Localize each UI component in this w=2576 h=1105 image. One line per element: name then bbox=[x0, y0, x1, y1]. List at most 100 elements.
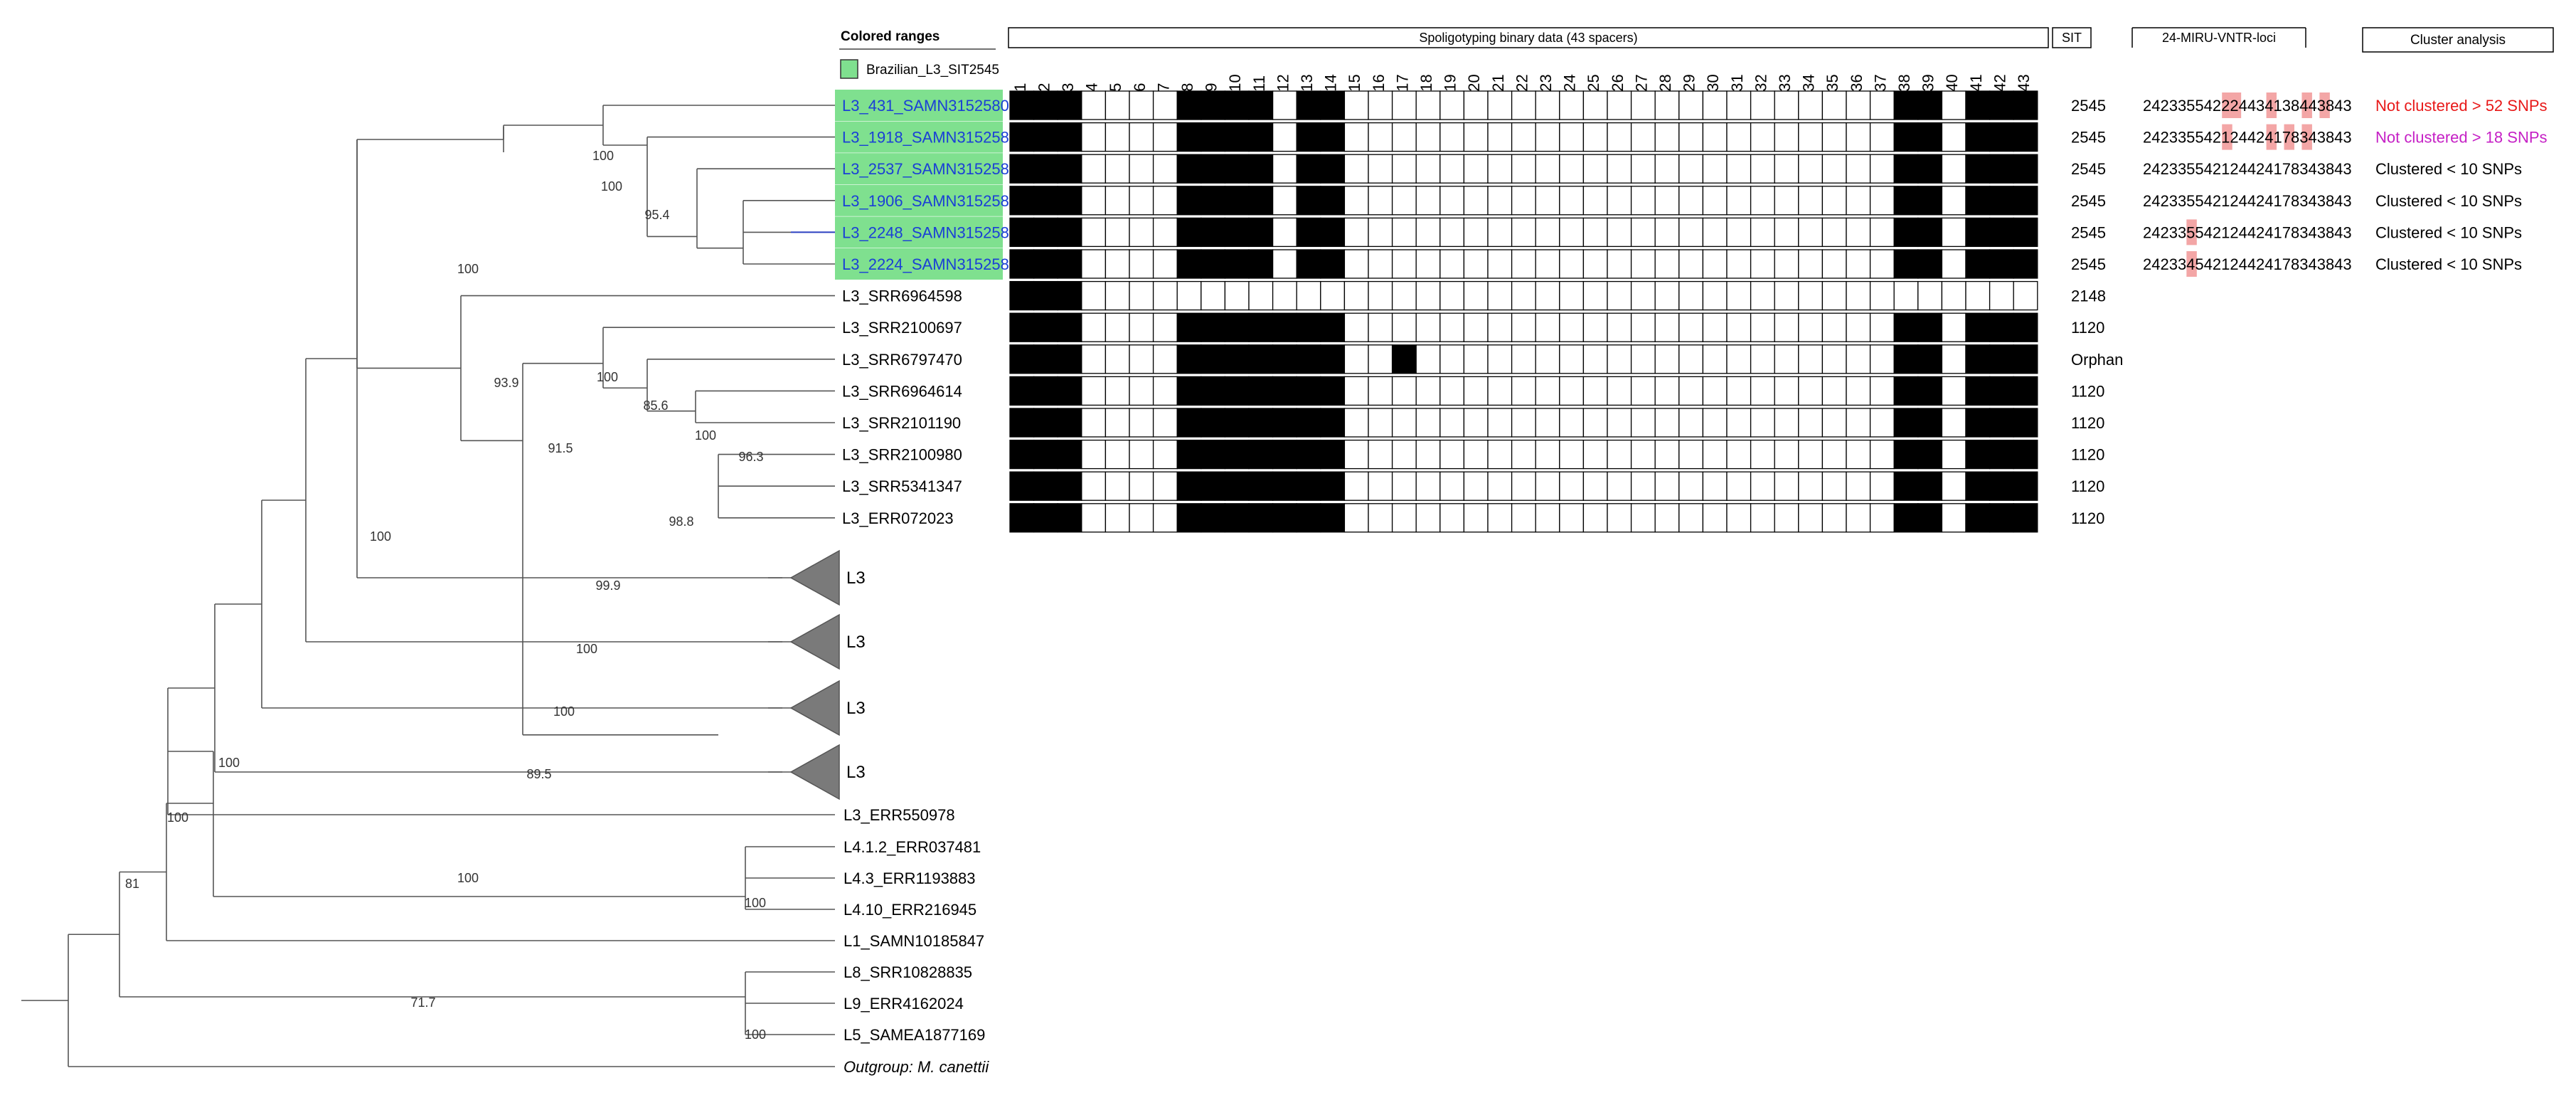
spacer-absent-cell bbox=[1105, 471, 1130, 501]
spacer-absent-cell bbox=[1559, 312, 1585, 342]
spacer-absent-cell bbox=[1535, 90, 1560, 120]
leaf-label: L3_431_SAMN31525809 bbox=[842, 97, 1018, 115]
leaf-label: L3_ERR550978 bbox=[843, 806, 955, 824]
spacer-present-cell bbox=[1057, 408, 1082, 438]
spacer-present-cell bbox=[2013, 344, 2038, 374]
spacer-present-cell bbox=[1917, 376, 1943, 406]
spacer-present-cell bbox=[1320, 408, 1346, 438]
spacer-present-cell bbox=[1201, 471, 1226, 501]
spacer-absent-cell bbox=[1343, 90, 1369, 120]
spacer-absent-cell bbox=[1774, 344, 1799, 374]
spacer-absent-cell bbox=[1368, 408, 1393, 438]
spacer-absent-cell bbox=[1559, 376, 1585, 406]
spacer-present-cell bbox=[1272, 312, 1297, 342]
spacer-present-cell bbox=[1989, 471, 2014, 501]
spacer-present-cell bbox=[1296, 439, 1321, 470]
spacer-absent-cell bbox=[1463, 154, 1489, 184]
spacer-absent-cell bbox=[1487, 280, 1513, 311]
spacer-absent-cell bbox=[1607, 186, 1632, 216]
sit-value: 2545 bbox=[2071, 160, 2106, 178]
spacer-absent-cell bbox=[1774, 312, 1799, 342]
spacer-absent-cell bbox=[1272, 280, 1297, 311]
spacer-absent-cell bbox=[1821, 186, 1847, 216]
spacer-present-cell bbox=[1296, 344, 1321, 374]
miru-variant-highlight bbox=[2301, 92, 2312, 118]
spacer-present-cell bbox=[1033, 186, 1058, 216]
spacer-absent-cell bbox=[1846, 376, 1871, 406]
spacer-absent-cell bbox=[1511, 408, 1536, 438]
cluster-result: Clustered < 10 SNPs bbox=[2375, 223, 2522, 241]
spacer-absent-cell bbox=[1726, 439, 1752, 470]
spacer-present-cell bbox=[1009, 249, 1035, 279]
bootstrap-value: 100 bbox=[597, 370, 618, 384]
spacer-absent-cell bbox=[1846, 186, 1871, 216]
spacer-absent-cell bbox=[1152, 471, 1178, 501]
sit-value: 1120 bbox=[2071, 509, 2104, 527]
spacer-absent-cell bbox=[1487, 122, 1513, 152]
spacer-absent-cell bbox=[1343, 280, 1369, 311]
spacer-present-cell bbox=[1033, 344, 1058, 374]
spacer-absent-cell bbox=[1487, 154, 1513, 184]
spacer-present-cell bbox=[1989, 249, 2014, 279]
spacer-absent-cell bbox=[1559, 408, 1585, 438]
spacer-absent-cell bbox=[1415, 439, 1441, 470]
spacer-absent-cell bbox=[1391, 408, 1417, 438]
spacer-present-cell bbox=[1009, 503, 1035, 533]
spacer-absent-cell bbox=[1798, 439, 1824, 470]
spacer-absent-cell bbox=[1343, 249, 1369, 279]
spacer-present-cell bbox=[1296, 90, 1321, 120]
sit-value: 2545 bbox=[2071, 192, 2106, 210]
spoligotype-header-box bbox=[1008, 27, 2049, 48]
spacer-present-cell bbox=[1296, 186, 1321, 216]
spacer-absent-cell bbox=[1463, 471, 1489, 501]
spacer-absent-cell bbox=[1654, 154, 1680, 184]
spacer-absent-cell bbox=[1105, 249, 1130, 279]
spacer-absent-cell bbox=[1941, 439, 1966, 470]
spacer-absent-cell bbox=[1678, 408, 1704, 438]
spacer-absent-cell bbox=[1630, 376, 1656, 406]
spacer-absent-cell bbox=[1511, 312, 1536, 342]
spacer-absent-cell bbox=[1272, 186, 1297, 216]
spacer-absent-cell bbox=[1248, 280, 1274, 311]
spacer-absent-cell bbox=[1607, 344, 1632, 374]
spacer-present-cell bbox=[1033, 376, 1058, 406]
spacer-absent-cell bbox=[1630, 471, 1656, 501]
spacer-present-cell bbox=[1320, 122, 1346, 152]
spacer-absent-cell bbox=[1846, 408, 1871, 438]
spacer-present-cell bbox=[1965, 217, 1991, 248]
spacer-absent-cell bbox=[1654, 217, 1680, 248]
spacer-present-cell bbox=[1009, 154, 1035, 184]
miru-variant-highlight bbox=[2186, 251, 2197, 277]
spacer-absent-cell bbox=[1702, 280, 1728, 311]
spacer-absent-cell bbox=[1152, 217, 1178, 248]
spacer-absent-cell bbox=[1798, 408, 1824, 438]
spacer-absent-cell bbox=[1201, 280, 1226, 311]
collapsed-clade-label: L3 bbox=[846, 699, 866, 718]
spacer-present-cell bbox=[1057, 249, 1082, 279]
spacer-present-cell bbox=[1893, 122, 1919, 152]
spacer-absent-cell bbox=[1511, 376, 1536, 406]
spacer-present-cell bbox=[1917, 154, 1943, 184]
spacer-absent-cell bbox=[1343, 471, 1369, 501]
spacer-absent-cell bbox=[1081, 280, 1107, 311]
spacer-absent-cell bbox=[1463, 249, 1489, 279]
spacer-absent-cell bbox=[1559, 90, 1585, 120]
spacer-present-cell bbox=[1296, 408, 1321, 438]
spacer-absent-cell bbox=[1463, 280, 1489, 311]
collapsed-clade-label: L3 bbox=[846, 633, 866, 652]
spacer-absent-cell bbox=[1654, 408, 1680, 438]
spacer-present-cell bbox=[1296, 217, 1321, 248]
collapsed-clade-triangle bbox=[789, 613, 840, 670]
spacer-absent-cell bbox=[1774, 90, 1799, 120]
spacer-absent-cell bbox=[1630, 344, 1656, 374]
spacer-absent-cell bbox=[1487, 90, 1513, 120]
spacer-absent-cell bbox=[1152, 186, 1178, 216]
spacer-absent-cell bbox=[1559, 280, 1585, 311]
spacer-absent-cell bbox=[1391, 312, 1417, 342]
spacer-present-cell bbox=[1965, 503, 1991, 533]
spacer-absent-cell bbox=[1439, 186, 1465, 216]
spacer-absent-cell bbox=[1487, 312, 1513, 342]
miru-variant-highlight bbox=[2186, 219, 2197, 245]
spacer-absent-cell bbox=[1081, 376, 1107, 406]
bootstrap-value: 100 bbox=[576, 642, 597, 656]
